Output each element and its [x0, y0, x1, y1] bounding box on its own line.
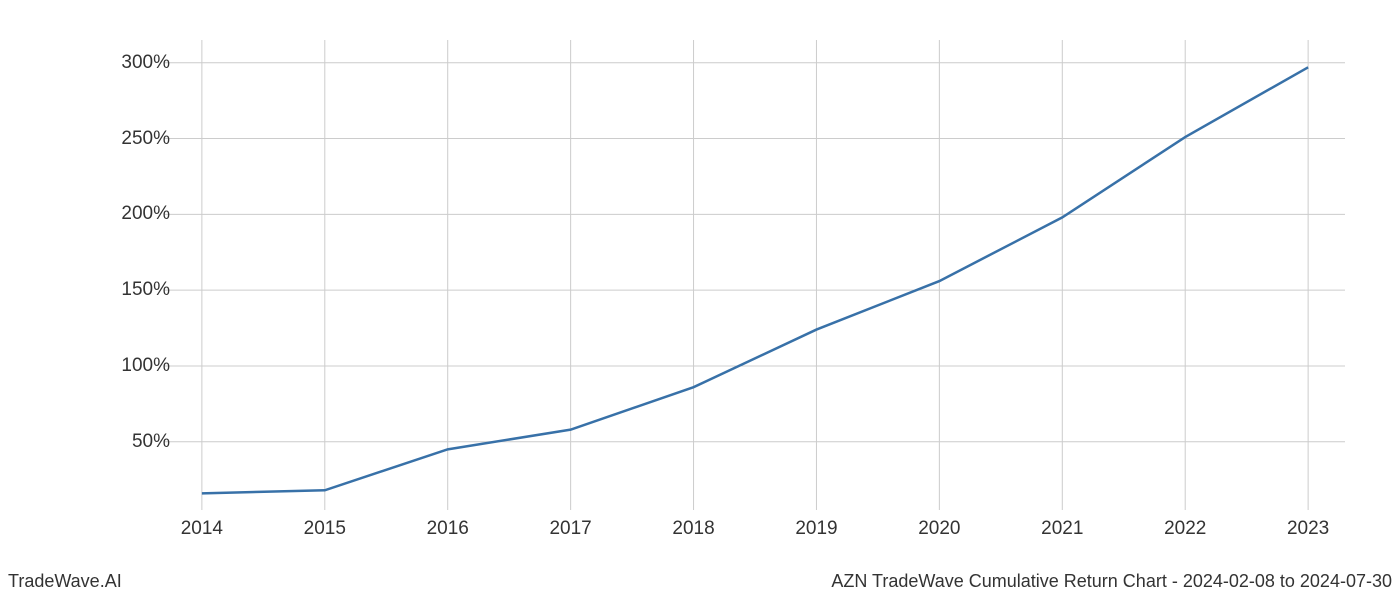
footer-brand: TradeWave.AI [8, 571, 122, 592]
y-tick-label: 100% [110, 355, 170, 377]
x-tick-label: 2018 [672, 518, 714, 540]
x-tick-label: 2021 [1041, 518, 1083, 540]
x-tick-label: 2022 [1164, 518, 1206, 540]
chart-svg [165, 40, 1345, 510]
data-line [202, 67, 1308, 493]
chart-container: 50% 100% 150% 200% 250% 300% 2014 2015 2016 2017… [100, 30, 1360, 550]
x-tick-label: 2023 [1287, 518, 1329, 540]
x-tick-label: 2020 [918, 518, 960, 540]
y-tick-label: 250% [110, 128, 170, 150]
x-tick-label: 2015 [304, 518, 346, 540]
y-tick-label: 150% [110, 279, 170, 301]
x-tick-label: 2016 [427, 518, 469, 540]
y-tick-label: 50% [110, 431, 170, 453]
plot-area [165, 40, 1345, 510]
y-tick-label: 200% [110, 203, 170, 225]
x-tick-label: 2019 [795, 518, 837, 540]
y-tick-label: 300% [110, 52, 170, 74]
x-tick-label: 2014 [181, 518, 223, 540]
footer-caption: AZN TradeWave Cumulative Return Chart - … [831, 571, 1392, 592]
x-tick-label: 2017 [549, 518, 591, 540]
